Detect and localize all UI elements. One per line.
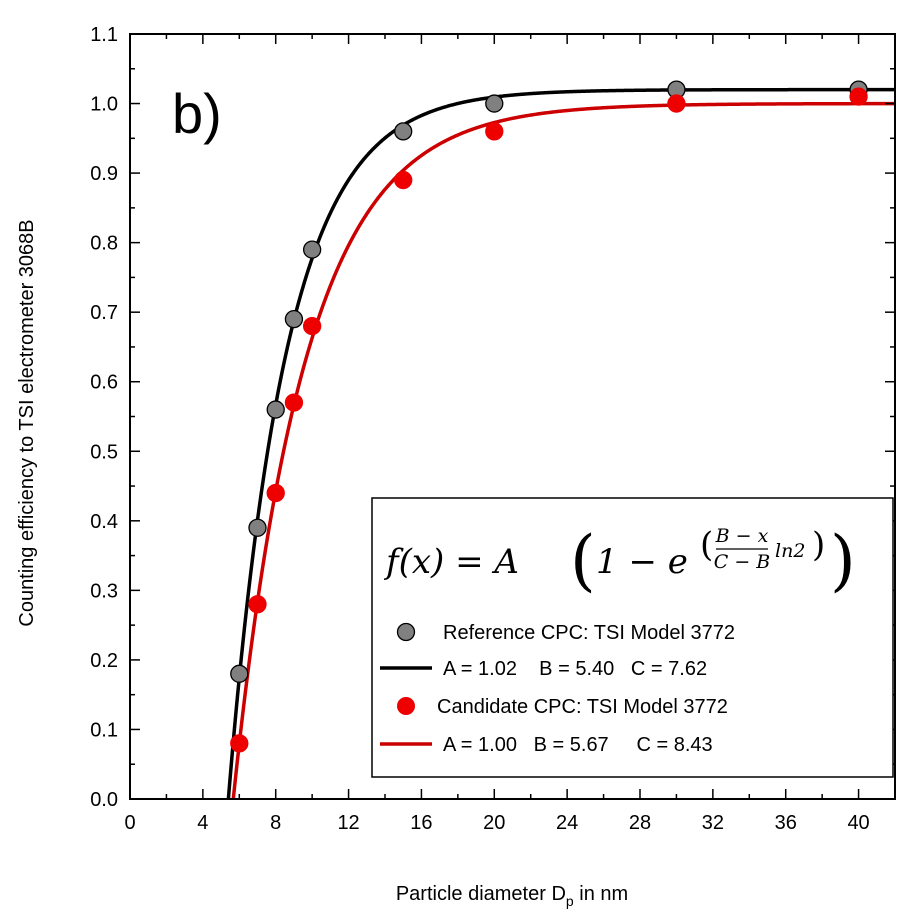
y-tick-label: 0.8 (90, 233, 118, 255)
legend-label-candidate-fit: A = 1.00 B = 5.67 C = 8.43 (443, 734, 713, 756)
data-points (230, 80, 868, 753)
candidate-data-point (667, 94, 686, 113)
reference-data-point (230, 664, 249, 683)
reference-data-point (248, 518, 267, 537)
formula-denominator: C − B (714, 551, 771, 573)
y-tick-label: 1.1 (90, 24, 118, 46)
y-tick-label: 0.5 (90, 441, 118, 463)
formula-one-minus-e: 1 − e (596, 542, 688, 582)
y-tick-label: 0.7 (90, 302, 118, 324)
axis-ticks: 0 4 8 12 16 20 24 28 32 36 40 0.0 0.1 0.2 0.3 0.4 0.5 0.6… (90, 24, 896, 834)
formula-close-paren: ) (830, 522, 856, 599)
x-tick-label: 12 (337, 812, 359, 834)
candidate-data-point (302, 316, 322, 336)
formula-lhs: f(x) = A (383, 542, 519, 582)
formula-open-paren: ( (570, 522, 596, 599)
reference-data-point (485, 94, 504, 113)
formula-numerator: B − x (715, 525, 769, 547)
x-axis-title-subscript: p (566, 893, 574, 909)
y-tick-label: 0.0 (90, 789, 118, 811)
fit-formula: f(x) = A ( 1 − e ( B − x C − B ln2 ) ) (383, 522, 856, 599)
y-tick-label: 0.9 (90, 163, 118, 185)
legend-label-candidate: Candidate CPC: TSI Model 3772 (437, 696, 728, 718)
x-tick-label: 4 (197, 812, 208, 834)
fit-curves (226, 87, 895, 800)
x-tick-label: 32 (702, 812, 724, 834)
candidate-data-point (485, 122, 504, 141)
formula-ln2: ln2 (775, 540, 805, 562)
formula-exp-open-paren: ( (700, 525, 713, 565)
x-tick-label: 36 (775, 812, 797, 834)
y-tick-label: 0.4 (90, 511, 118, 533)
x-tick-label: 28 (629, 812, 651, 834)
y-tick-label: 0.1 (90, 719, 118, 741)
legend-marker-reference (396, 622, 416, 642)
formula-exp-close-paren: ) (812, 525, 825, 565)
candidate-fit-curve (231, 101, 895, 800)
reference-fit-curve (226, 87, 895, 800)
reference-data-point (284, 309, 304, 329)
candidate-data-point (266, 483, 285, 503)
candidate-data-point (284, 393, 304, 412)
panel-label: b) (172, 82, 222, 145)
x-tick-label: 24 (556, 812, 578, 834)
x-tick-label: 16 (410, 812, 432, 834)
reference-data-point (394, 122, 413, 141)
y-tick-label: 0.3 (90, 580, 118, 602)
x-axis-title-tail: in nm (574, 883, 628, 905)
x-tick-label: 8 (270, 812, 281, 834)
x-tick-label: 40 (847, 812, 869, 834)
candidate-data-point (230, 734, 249, 753)
reference-data-point (302, 240, 322, 259)
x-tick-label: 0 (124, 812, 135, 834)
reference-data-point (266, 400, 285, 419)
y-tick-label: 0.2 (90, 650, 118, 672)
candidate-data-point (248, 595, 267, 614)
y-tick-label: 1.0 (90, 94, 118, 116)
y-axis-title: Counting efficiency to TSI electrometer … (16, 219, 38, 626)
y-tick-label: 0.6 (90, 372, 118, 394)
legend: f(x) = A ( 1 − e ( B − x C − B ln2 ) ) R… (371, 497, 894, 778)
x-axis-title: Particle diameter Dp in nm (396, 883, 628, 909)
x-tick-label: 20 (483, 812, 505, 834)
x-axis-title-main: Particle diameter D (396, 883, 566, 905)
legend-label-reference: Reference CPC: TSI Model 3772 (443, 622, 735, 644)
candidate-data-point (849, 87, 868, 106)
candidate-data-point (394, 170, 413, 190)
legend-marker-candidate (397, 697, 415, 715)
legend-box (371, 497, 894, 778)
legend-label-reference-fit: A = 1.02 B = 5.40 C = 7.62 (443, 658, 707, 680)
